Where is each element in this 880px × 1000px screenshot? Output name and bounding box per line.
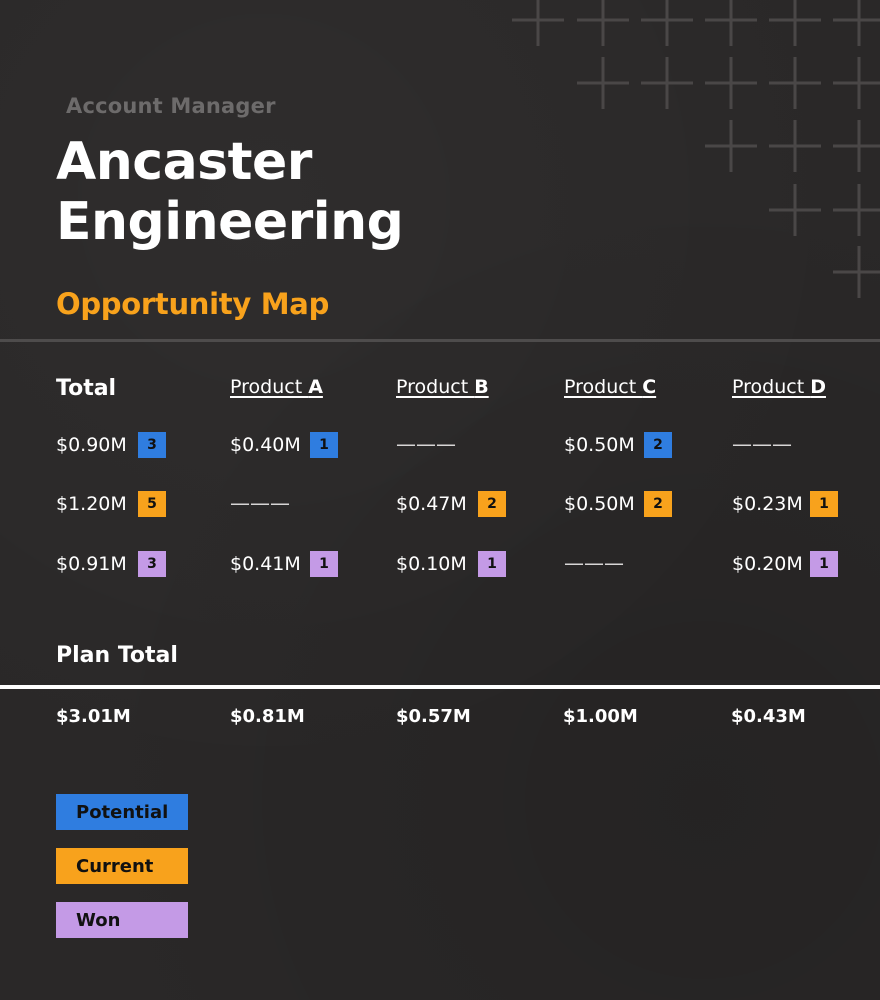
empty-cell-dash: ——— bbox=[230, 491, 290, 515]
count-badge-potential: 1 bbox=[310, 432, 338, 458]
cell-product-c-potential: $0.50M bbox=[564, 432, 635, 458]
plus-icon bbox=[641, 57, 693, 109]
plus-icon bbox=[769, 184, 821, 236]
empty-cell-dash: ——— bbox=[396, 432, 456, 456]
cell-product-b-current: $0.47M bbox=[396, 491, 467, 517]
title-line-1: Ancaster bbox=[56, 132, 312, 192]
count-badge-won: 1 bbox=[810, 551, 838, 577]
plan-product-a-value: $0.81M bbox=[230, 706, 305, 727]
count-badge-current: 2 bbox=[644, 491, 672, 517]
count-badge-won: 3 bbox=[138, 551, 166, 577]
cell-total-current: $1.20M bbox=[56, 491, 127, 517]
legend-won: Won bbox=[56, 902, 188, 938]
empty-cell-dash: ——— bbox=[732, 432, 792, 456]
product-letter: A bbox=[308, 376, 323, 398]
plus-icon bbox=[641, 0, 693, 46]
plus-icon bbox=[577, 0, 629, 46]
plus-icon bbox=[833, 120, 880, 172]
count-badge-won: 1 bbox=[478, 551, 506, 577]
amount: $0.50M bbox=[564, 493, 635, 515]
plus-icon bbox=[769, 120, 821, 172]
plus-icon bbox=[833, 57, 880, 109]
product-prefix: Product bbox=[396, 376, 475, 398]
plus-pattern-decoration bbox=[512, 0, 880, 298]
amount: $0.40M bbox=[230, 434, 301, 456]
plan-product-c-value: $1.00M bbox=[563, 706, 638, 727]
plus-icon bbox=[833, 184, 880, 236]
cell-product-c-current: $0.50M bbox=[564, 491, 635, 517]
legend-current: Current bbox=[56, 848, 188, 884]
plan-total-divider bbox=[0, 685, 880, 689]
plus-icon bbox=[769, 0, 821, 46]
amount: $0.20M bbox=[732, 553, 803, 575]
column-header-product-d[interactable]: Product D bbox=[732, 376, 826, 398]
amount: $0.23M bbox=[732, 493, 803, 515]
plus-icon bbox=[833, 246, 880, 298]
amount: $1.20M bbox=[56, 493, 127, 515]
amount: $0.91M bbox=[56, 553, 127, 575]
plus-icon bbox=[769, 57, 821, 109]
amount: $0.90M bbox=[56, 434, 127, 456]
amount: $0.47M bbox=[396, 493, 467, 515]
count-badge-current: 5 bbox=[138, 491, 166, 517]
cell-product-b-won: $0.10M bbox=[396, 551, 467, 577]
cell-product-a-potential: $0.40M bbox=[230, 432, 301, 458]
account-manager-label: Account Manager bbox=[66, 94, 276, 118]
product-letter: B bbox=[474, 376, 489, 398]
plus-icon bbox=[705, 0, 757, 46]
product-prefix: Product bbox=[230, 376, 309, 398]
plus-icon bbox=[705, 57, 757, 109]
empty-cell-dash: ——— bbox=[564, 551, 624, 575]
column-header-total: Total bbox=[56, 376, 117, 401]
legend-potential: Potential bbox=[56, 794, 188, 830]
cell-total-won: $0.91M bbox=[56, 551, 127, 577]
plus-icon bbox=[577, 57, 629, 109]
page-title: Ancaster Engineering bbox=[56, 132, 404, 252]
column-header-product-c[interactable]: Product C bbox=[564, 376, 656, 398]
amount: $0.10M bbox=[396, 553, 467, 575]
plan-total-value: $3.01M bbox=[56, 706, 131, 727]
cell-product-d-won: $0.20M bbox=[732, 551, 803, 577]
title-line-2: Engineering bbox=[56, 192, 404, 252]
product-letter: D bbox=[810, 376, 826, 398]
amount: $0.50M bbox=[564, 434, 635, 456]
column-header-product-b[interactable]: Product B bbox=[396, 376, 489, 398]
count-badge-potential: 3 bbox=[138, 432, 166, 458]
count-badge-potential: 2 bbox=[644, 432, 672, 458]
divider bbox=[0, 339, 880, 342]
cell-product-d-current: $0.23M bbox=[732, 491, 803, 517]
section-heading: Opportunity Map bbox=[56, 287, 330, 321]
cell-product-a-won: $0.41M bbox=[230, 551, 301, 577]
count-badge-current: 2 bbox=[478, 491, 506, 517]
plus-icon bbox=[705, 120, 757, 172]
amount: $0.41M bbox=[230, 553, 301, 575]
column-header-product-a[interactable]: Product A bbox=[230, 376, 323, 398]
count-badge-won: 1 bbox=[310, 551, 338, 577]
cell-total-potential: $0.90M bbox=[56, 432, 127, 458]
plan-total-label: Plan Total bbox=[56, 643, 178, 668]
plan-product-d-value: $0.43M bbox=[731, 706, 806, 727]
count-badge-current: 1 bbox=[810, 491, 838, 517]
plus-icon bbox=[833, 0, 880, 46]
product-prefix: Product bbox=[564, 376, 643, 398]
plus-icon bbox=[512, 0, 564, 46]
product-letter: C bbox=[642, 376, 657, 398]
product-prefix: Product bbox=[732, 376, 811, 398]
plan-product-b-value: $0.57M bbox=[396, 706, 471, 727]
